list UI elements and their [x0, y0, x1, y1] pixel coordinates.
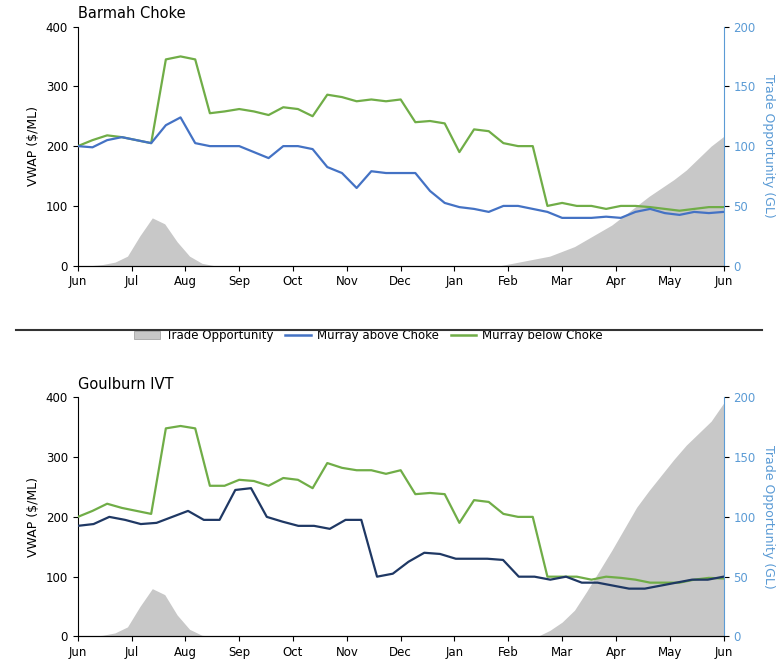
Text: Barmah Choke: Barmah Choke: [78, 6, 185, 21]
Y-axis label: VWAP ($/ML): VWAP ($/ML): [27, 477, 40, 557]
Y-axis label: Trade Opportunity (GL): Trade Opportunity (GL): [762, 445, 775, 589]
Y-axis label: Trade Opportunity (GL): Trade Opportunity (GL): [762, 74, 775, 218]
Text: Goulburn IVT: Goulburn IVT: [78, 377, 173, 392]
Y-axis label: VWAP ($/ML): VWAP ($/ML): [27, 106, 40, 186]
Legend: Trade Opportunity, Murray above Choke, Murray below Choke: Trade Opportunity, Murray above Choke, M…: [129, 324, 608, 347]
